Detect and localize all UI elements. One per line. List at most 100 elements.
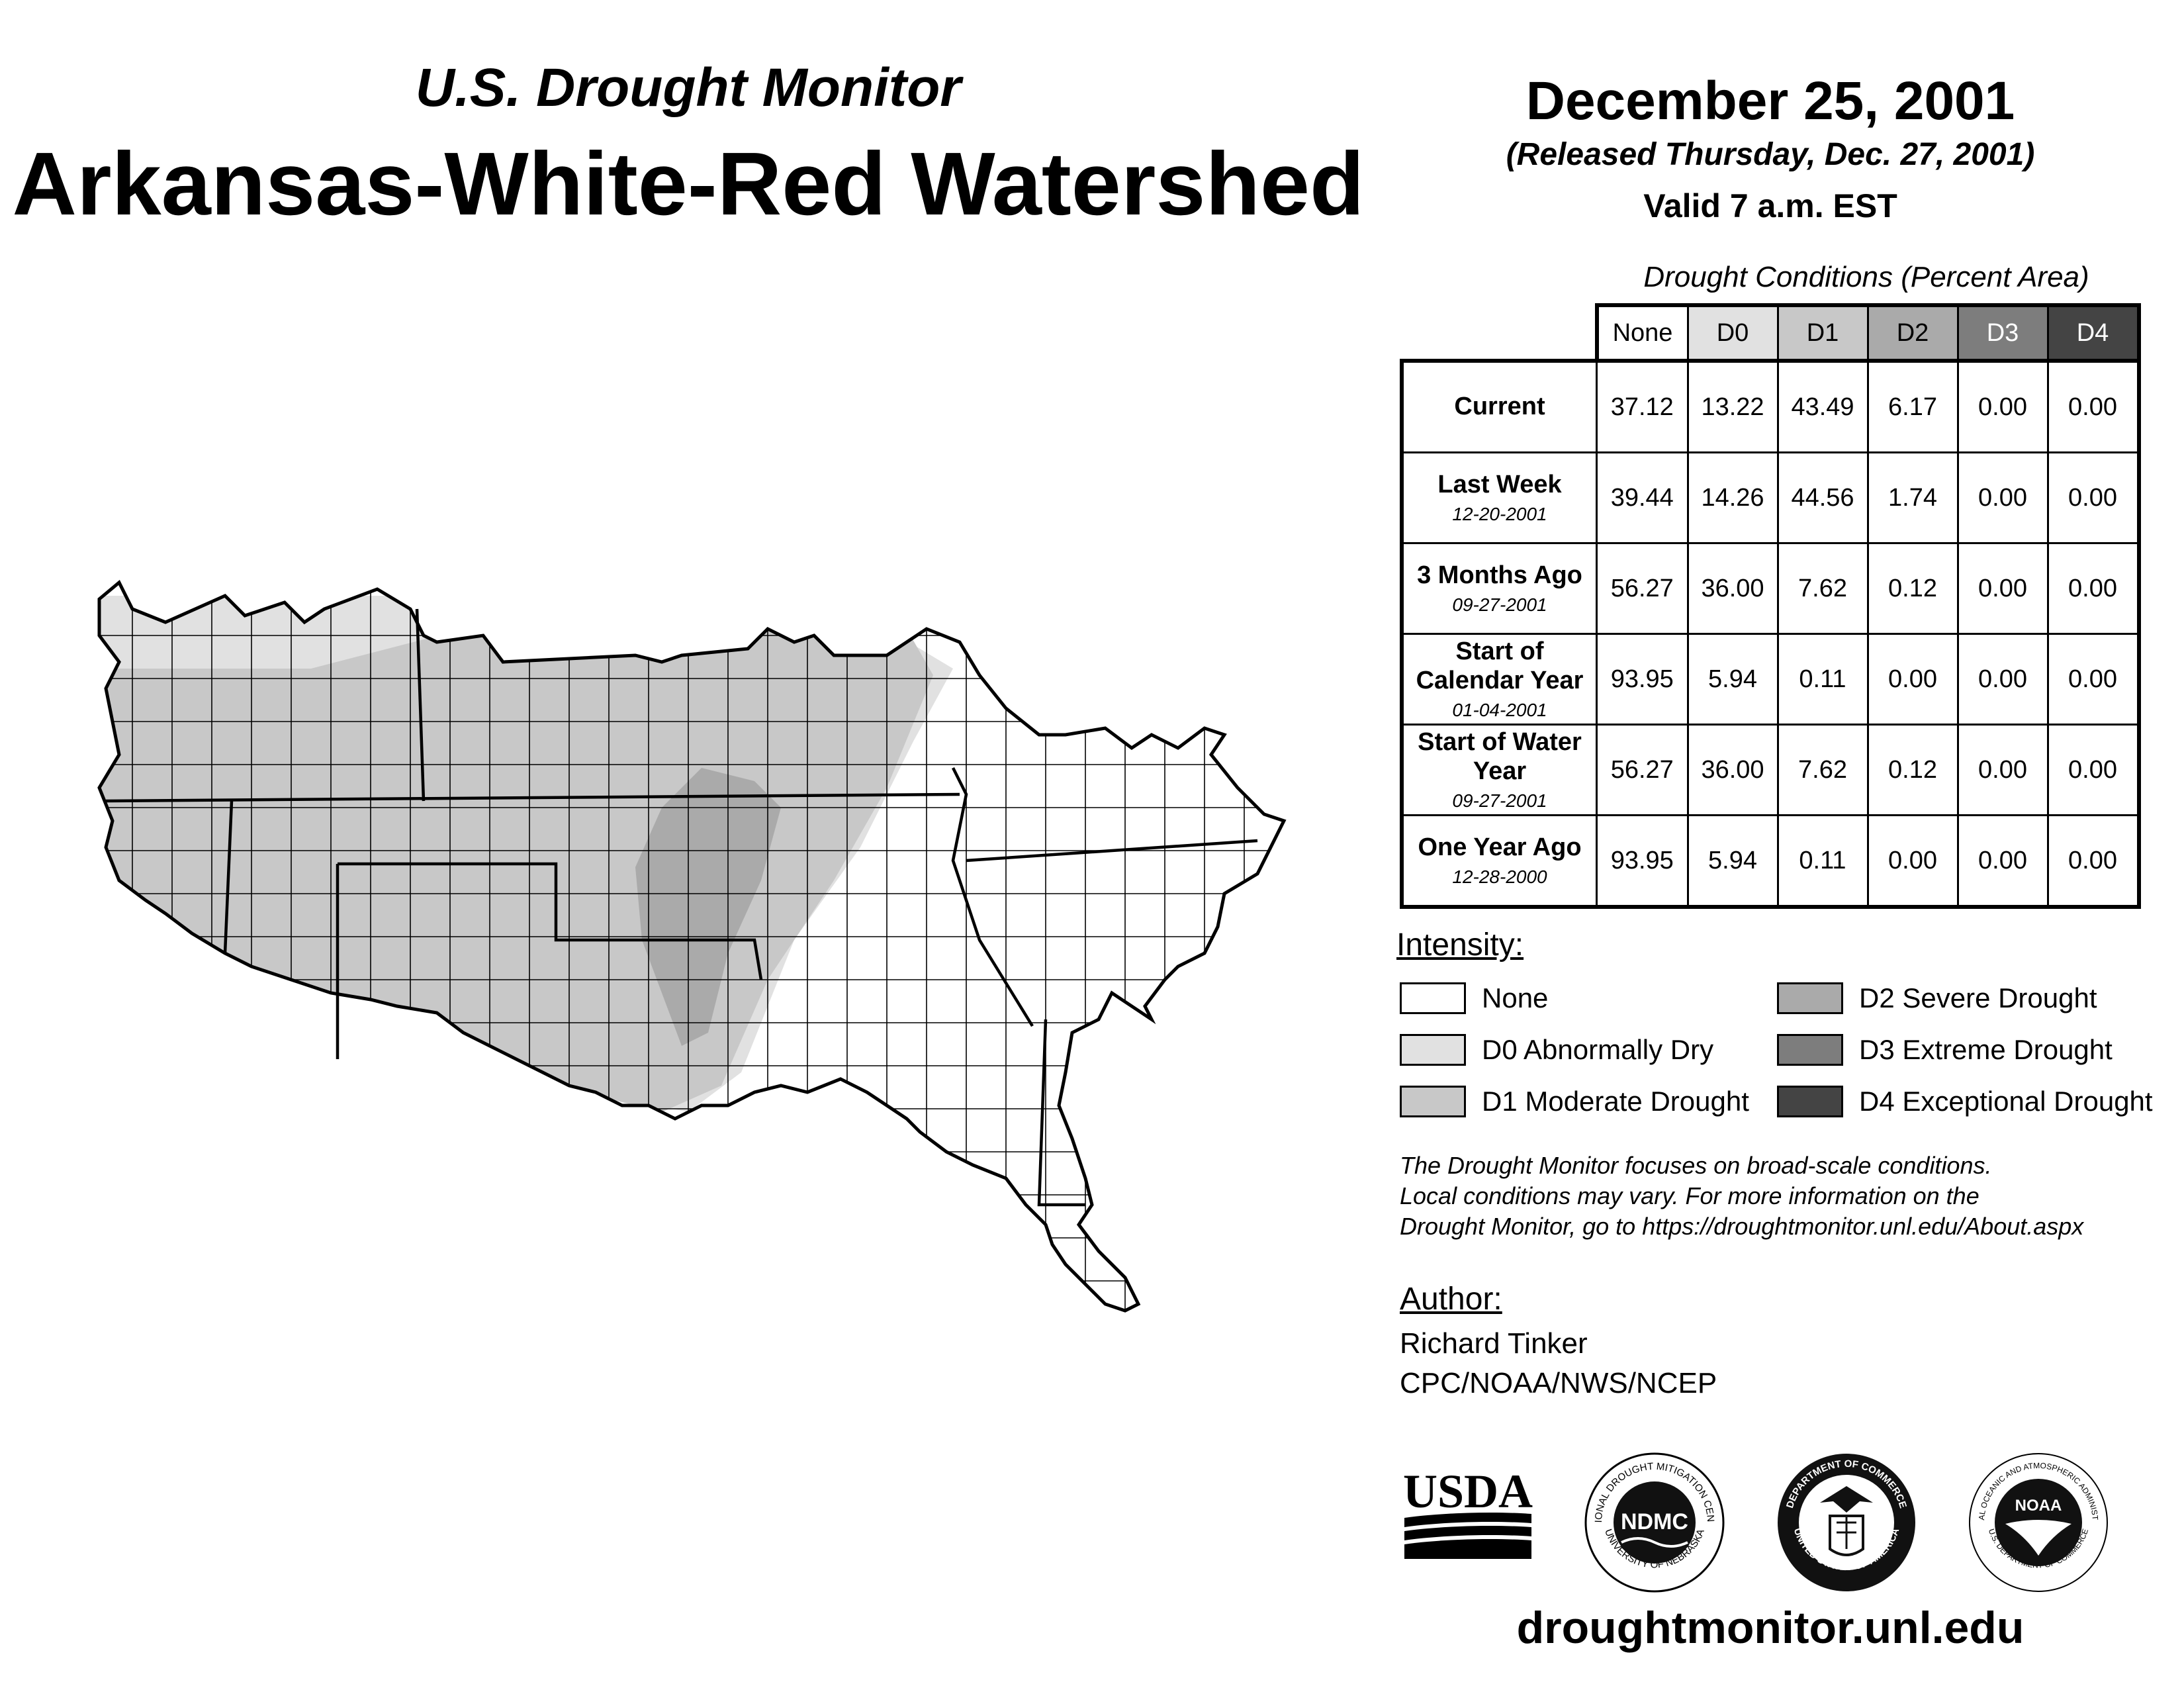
table-header-row: None D0 D1 D2 D3 D4 bbox=[1402, 303, 2141, 362]
table-cell: 93.95 bbox=[1596, 633, 1689, 726]
row-label-text: One Year Ago bbox=[1418, 833, 1582, 862]
row-date: 09-27-2001 bbox=[1452, 594, 1547, 615]
table-row-current: Current 37.12 13.22 43.49 6.17 0.00 0.00 bbox=[1400, 359, 2141, 453]
table-cell: 0.12 bbox=[1866, 724, 1959, 816]
row-label-text: 3 Months Ago bbox=[1417, 561, 1582, 590]
row-date: 12-20-2001 bbox=[1452, 503, 1547, 524]
website-url[interactable]: droughtmonitor.unl.edu bbox=[1516, 1603, 2025, 1653]
table-cell: 0.00 bbox=[2046, 359, 2141, 453]
table-cell: 0.00 bbox=[1956, 633, 2049, 726]
release-date: (Released Thursday, Dec. 27, 2001) bbox=[1506, 137, 2035, 172]
table-cell: 14.26 bbox=[1686, 451, 1779, 544]
row-label: 3 Months Ago 09-27-2001 bbox=[1400, 542, 1598, 635]
legend-swatch bbox=[1777, 1034, 1843, 1066]
legend-swatch bbox=[1777, 982, 1843, 1014]
table-caption: Drought Conditions (Percent Area) bbox=[1643, 261, 2089, 293]
legend-label: None bbox=[1482, 982, 1549, 1013]
table-cell: 5.94 bbox=[1686, 633, 1779, 726]
table-cell: 0.00 bbox=[2046, 633, 2141, 726]
table-cell: 0.00 bbox=[2046, 724, 2141, 816]
table-cell: 56.27 bbox=[1596, 724, 1689, 816]
note-line: Drought Monitor, go to https://droughtmo… bbox=[1400, 1213, 2084, 1240]
legend-label: D3 Extreme Drought bbox=[1859, 1034, 2113, 1065]
usda-logo: USDA bbox=[1402, 1465, 1534, 1566]
col-none: None bbox=[1594, 303, 1689, 362]
table-cell: 44.56 bbox=[1776, 451, 1869, 544]
drought-shading bbox=[99, 583, 1284, 1311]
state-lines bbox=[105, 608, 1258, 1207]
legend-label: D2 Severe Drought bbox=[1859, 982, 2097, 1013]
table-corner bbox=[1402, 305, 1598, 362]
table-cell: 0.12 bbox=[1866, 542, 1959, 635]
legend-swatch bbox=[1400, 982, 1466, 1014]
row-label: Current bbox=[1400, 359, 1598, 453]
legend-label: D4 Exceptional Drought bbox=[1859, 1086, 2153, 1117]
legend-item-d4: D4 Exceptional Drought bbox=[1777, 1084, 2153, 1119]
col-d4: D4 bbox=[2046, 303, 2141, 362]
row-label-text: Current bbox=[1454, 393, 1545, 421]
map-date: December 25, 2001 bbox=[1525, 71, 2015, 131]
note-line: Local conditions may vary. For more info… bbox=[1400, 1182, 1979, 1209]
table-cell: 0.00 bbox=[2046, 451, 2141, 544]
table-cell: 93.95 bbox=[1596, 814, 1689, 909]
table-cell: 56.27 bbox=[1596, 542, 1689, 635]
row-label-text: Start of Calendar Year bbox=[1416, 637, 1584, 694]
map-title: Arkansas-White-Red Watershed bbox=[12, 134, 1365, 234]
legend-item-d3: D3 Extreme Drought bbox=[1777, 1033, 2113, 1067]
legend-swatch bbox=[1400, 1034, 1466, 1066]
row-label: Last Week 12-20-2001 bbox=[1400, 451, 1598, 544]
table-cell: 36.00 bbox=[1686, 724, 1779, 816]
col-d0: D0 bbox=[1686, 303, 1779, 362]
table-cell: 43.49 bbox=[1776, 359, 1869, 453]
table-row-start-water-year: Start of Water Year 09-27-2001 56.27 36.0… bbox=[1400, 724, 2141, 816]
row-label: Start of Water Year 09-27-2001 bbox=[1400, 724, 1598, 816]
table-cell: 0.00 bbox=[1956, 359, 2049, 453]
table-row-start-calendar-year: Start of Calendar Year 01-04-2001 93.95 5… bbox=[1400, 633, 2141, 726]
table-cell: 0.00 bbox=[1956, 451, 2049, 544]
legend-swatch bbox=[1400, 1086, 1466, 1117]
row-label: Start of Calendar Year 01-04-2001 bbox=[1400, 633, 1598, 726]
row-label-text: Start of Water Year bbox=[1418, 728, 1582, 785]
noaa-logo: NATIONAL OCEANIC AND ATMOSPHERIC ADMINIS… bbox=[1962, 1442, 2111, 1595]
legend-item-d0: D0 Abnormally Dry bbox=[1400, 1033, 1713, 1067]
author-heading: Author: bbox=[1400, 1282, 1502, 1317]
table-row-one-year-ago: One Year Ago 12-28-2000 93.95 5.94 0.11 0… bbox=[1400, 814, 2141, 909]
drought-conditions-table: None D0 D1 D2 D3 D4 Current 37.12 13.22 … bbox=[1400, 303, 2141, 909]
disclaimer-note: The Drought Monitor focuses on broad-sca… bbox=[1400, 1150, 2083, 1242]
legend-item-none: None bbox=[1400, 981, 1548, 1015]
table-row-last-week: Last Week 12-20-2001 39.44 14.26 44.56 1.… bbox=[1400, 451, 2141, 544]
legend-label: D1 Moderate Drought bbox=[1482, 1086, 1749, 1117]
row-label-text: Last Week bbox=[1437, 471, 1562, 499]
d2-area bbox=[635, 768, 781, 1046]
table-cell: 0.00 bbox=[1866, 814, 1959, 909]
table-cell: 37.12 bbox=[1596, 359, 1689, 453]
legend-title: Intensity: bbox=[1396, 927, 1524, 962]
legend-label: D0 Abnormally Dry bbox=[1482, 1034, 1714, 1065]
valid-time: Valid 7 a.m. EST bbox=[1643, 187, 1897, 224]
table-row-3-months-ago: 3 Months Ago 09-27-2001 56.27 36.00 7.62 … bbox=[1400, 542, 2141, 635]
row-date: 01-04-2001 bbox=[1452, 699, 1547, 720]
note-line: The Drought Monitor focuses on broad-sca… bbox=[1400, 1152, 1992, 1179]
table-cell: 0.00 bbox=[2046, 542, 2141, 635]
table-cell: 1.74 bbox=[1866, 451, 1959, 544]
col-d3: D3 bbox=[1956, 303, 2049, 362]
row-label: One Year Ago 12-28-2000 bbox=[1400, 814, 1598, 909]
table-cell: 13.22 bbox=[1686, 359, 1779, 453]
table-cell: 0.11 bbox=[1776, 814, 1869, 909]
drought-map bbox=[93, 569, 1304, 1344]
legend-swatch bbox=[1777, 1086, 1843, 1117]
table-cell: 0.11 bbox=[1776, 633, 1869, 726]
table-cell: 0.00 bbox=[2046, 814, 2141, 909]
row-date: 12-28-2000 bbox=[1452, 866, 1547, 887]
table-cell: 0.00 bbox=[1956, 542, 2049, 635]
table-cell: 39.44 bbox=[1596, 451, 1689, 544]
drought-map-svg bbox=[93, 569, 1304, 1344]
author-organization: CPC/NOAA/NWS/NCEP bbox=[1400, 1367, 1717, 1399]
author-name: Richard Tinker bbox=[1400, 1327, 1588, 1360]
table-cell: 36.00 bbox=[1686, 542, 1779, 635]
table-cell: 0.00 bbox=[1956, 724, 2049, 816]
col-d1: D1 bbox=[1776, 303, 1869, 362]
row-date: 09-27-2001 bbox=[1452, 790, 1547, 811]
map-subtitle: U.S. Drought Monitor bbox=[415, 58, 962, 118]
table-cell: 7.62 bbox=[1776, 724, 1869, 816]
